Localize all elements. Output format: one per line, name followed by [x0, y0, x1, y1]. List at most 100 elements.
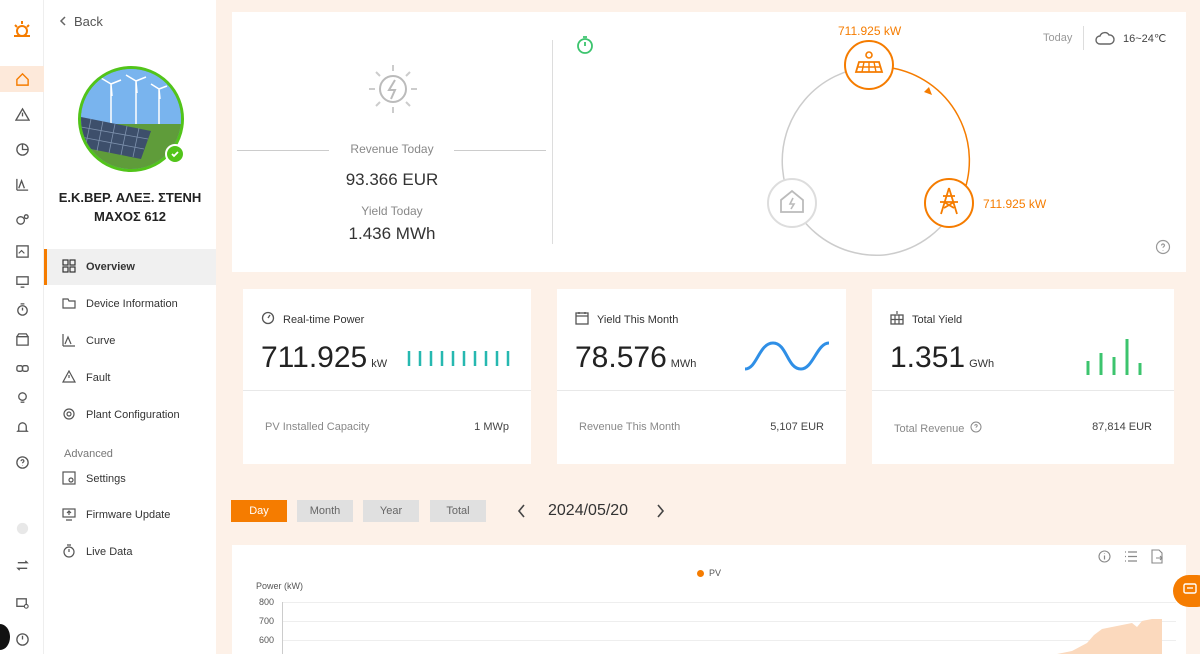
- pie-icon[interactable]: [0, 136, 44, 162]
- stopwatch-icon: [62, 543, 76, 561]
- back-label: Back: [74, 14, 103, 29]
- advanced-section-label: Advanced: [64, 448, 113, 460]
- info-icon[interactable]: [1098, 550, 1111, 568]
- folder-icon: [62, 296, 76, 313]
- logout-icon[interactable]: [0, 626, 44, 652]
- menu-item-label: Curve: [86, 335, 116, 347]
- timer-refresh-icon[interactable]: [575, 35, 595, 60]
- menu-item-label: Settings: [86, 473, 126, 485]
- menu-item-label: Live Data: [86, 546, 133, 558]
- curve-icon[interactable]: [0, 171, 44, 197]
- stat-foot-label-text: Total Revenue: [894, 422, 965, 435]
- moon-icon[interactable]: [0, 515, 44, 541]
- switch-icon[interactable]: [0, 552, 44, 578]
- chart-y-axis-label: Power (kW): [256, 581, 303, 591]
- cursor-dot: [0, 624, 10, 650]
- gauge-icon: [261, 311, 275, 328]
- home-node[interactable]: [767, 178, 817, 228]
- menu-item-firmware-update[interactable]: Firmware Update: [44, 497, 216, 533]
- realtime-power-card: Real-time Power 711.925 kW PV Installed C…: [243, 289, 531, 464]
- devices-icon[interactable]: [0, 206, 44, 232]
- grid-icon: [62, 258, 76, 276]
- link-icon[interactable]: [0, 355, 44, 381]
- total-yield-card: Total Yield 1.351 GWh Total Revenue 87,81…: [872, 289, 1174, 464]
- alert-icon[interactable]: [0, 101, 44, 127]
- export-icon[interactable]: [1150, 549, 1164, 569]
- prev-date-icon[interactable]: [516, 504, 528, 523]
- stat-value: 1.351 GWh: [890, 341, 994, 375]
- stat-divider: [872, 390, 1174, 391]
- monitor-icon[interactable]: [0, 268, 44, 294]
- stat-title-text: Yield This Month: [597, 313, 679, 326]
- y-tick-700: 700: [259, 616, 275, 626]
- menu-item-live-data[interactable]: Live Data: [44, 534, 216, 570]
- revenue-today-label: Revenue Today: [350, 142, 434, 156]
- stat-unit: kW: [371, 358, 388, 370]
- yield-bars-graphic: [1086, 339, 1142, 375]
- stat-foot-label: Revenue This Month: [579, 421, 681, 433]
- menu-item-label: Device Information: [86, 298, 178, 310]
- y-tick-800: 800: [259, 597, 275, 607]
- plant-name: Ε.Κ.ΒΕΡ. ΑΛΕΞ. ΣΤΕΝΗ ΜΑΧΟΣ 612: [58, 190, 202, 224]
- help-icon[interactable]: [970, 421, 982, 436]
- chart-y-axis: [282, 602, 283, 654]
- weather-temperature: 16~24℃: [1123, 33, 1167, 45]
- period-month-button[interactable]: Month: [297, 500, 353, 522]
- stat-foot-label: PV Installed Capacity: [265, 421, 370, 433]
- menu-item-overview[interactable]: Overview: [44, 249, 216, 285]
- stat-title: Total Yield: [890, 311, 962, 328]
- next-date-icon[interactable]: [654, 504, 666, 523]
- chat-widget-button[interactable]: [1173, 575, 1200, 607]
- divider-left: [237, 150, 329, 151]
- menu-item-settings[interactable]: Settings: [44, 461, 216, 497]
- home-icon[interactable]: [0, 66, 44, 92]
- grid-power-label: 711.925 kW: [983, 197, 1047, 211]
- bulb-icon[interactable]: [0, 384, 44, 410]
- stat-foot-label: Total Revenue: [894, 421, 982, 436]
- gridline: [282, 602, 1176, 603]
- list-icon[interactable]: [1124, 550, 1138, 568]
- icon-rail: [0, 0, 44, 654]
- menu-item-label: Overview: [86, 261, 135, 273]
- online-check-icon: [165, 144, 185, 164]
- timer-icon[interactable]: [0, 296, 44, 322]
- store-icon[interactable]: [0, 326, 44, 352]
- today-label: Today: [1043, 32, 1073, 44]
- stat-foot-value: 87,814 EUR: [1092, 421, 1152, 433]
- yield-today-value: 1.436 MWh: [348, 224, 436, 243]
- pv-node[interactable]: [844, 40, 894, 90]
- device-settings-icon[interactable]: [0, 590, 44, 616]
- logo-icon[interactable]: [0, 16, 44, 44]
- header-divider: [1083, 26, 1084, 50]
- menu-item-curve[interactable]: Curve: [44, 323, 216, 359]
- menu-item-device-information[interactable]: Device Information: [44, 286, 216, 322]
- stat-unit: MWh: [670, 358, 697, 370]
- power-chart-card: PV Power (kW) 800 700 600: [232, 545, 1186, 654]
- stat-title-text: Real-time Power: [283, 313, 365, 326]
- period-day-button[interactable]: Day: [231, 500, 287, 522]
- curve-icon: [62, 333, 76, 350]
- stat-divider: [557, 390, 846, 391]
- pv-power-label: 711.925 kW: [838, 24, 902, 38]
- grid-node[interactable]: [924, 178, 974, 228]
- bell-icon[interactable]: [0, 414, 44, 440]
- house-icon: [778, 188, 806, 219]
- legend-label: PV: [709, 568, 722, 578]
- back-button[interactable]: Back: [58, 14, 103, 29]
- settings-icon: [62, 470, 76, 488]
- yield-month-card: Yield This Month 78.576 MWh Revenue This …: [557, 289, 846, 464]
- menu-item-fault[interactable]: Fault: [44, 360, 216, 396]
- chart-legend: PV: [697, 568, 721, 578]
- stat-unit: GWh: [969, 358, 995, 370]
- help-icon[interactable]: [0, 449, 44, 475]
- revenue-today-value: 93.366 EUR: [345, 170, 439, 189]
- upload-icon: [62, 507, 76, 524]
- period-year-button[interactable]: Year: [363, 500, 419, 522]
- legend-swatch: [697, 569, 704, 577]
- menu-item-plant-configuration[interactable]: Plant Configuration: [44, 397, 216, 433]
- report-icon[interactable]: [0, 238, 44, 264]
- help-icon[interactable]: [1155, 239, 1171, 260]
- gear-icon: [62, 407, 76, 424]
- selected-date[interactable]: 2024/05/20: [548, 502, 629, 519]
- period-total-button[interactable]: Total: [430, 500, 486, 522]
